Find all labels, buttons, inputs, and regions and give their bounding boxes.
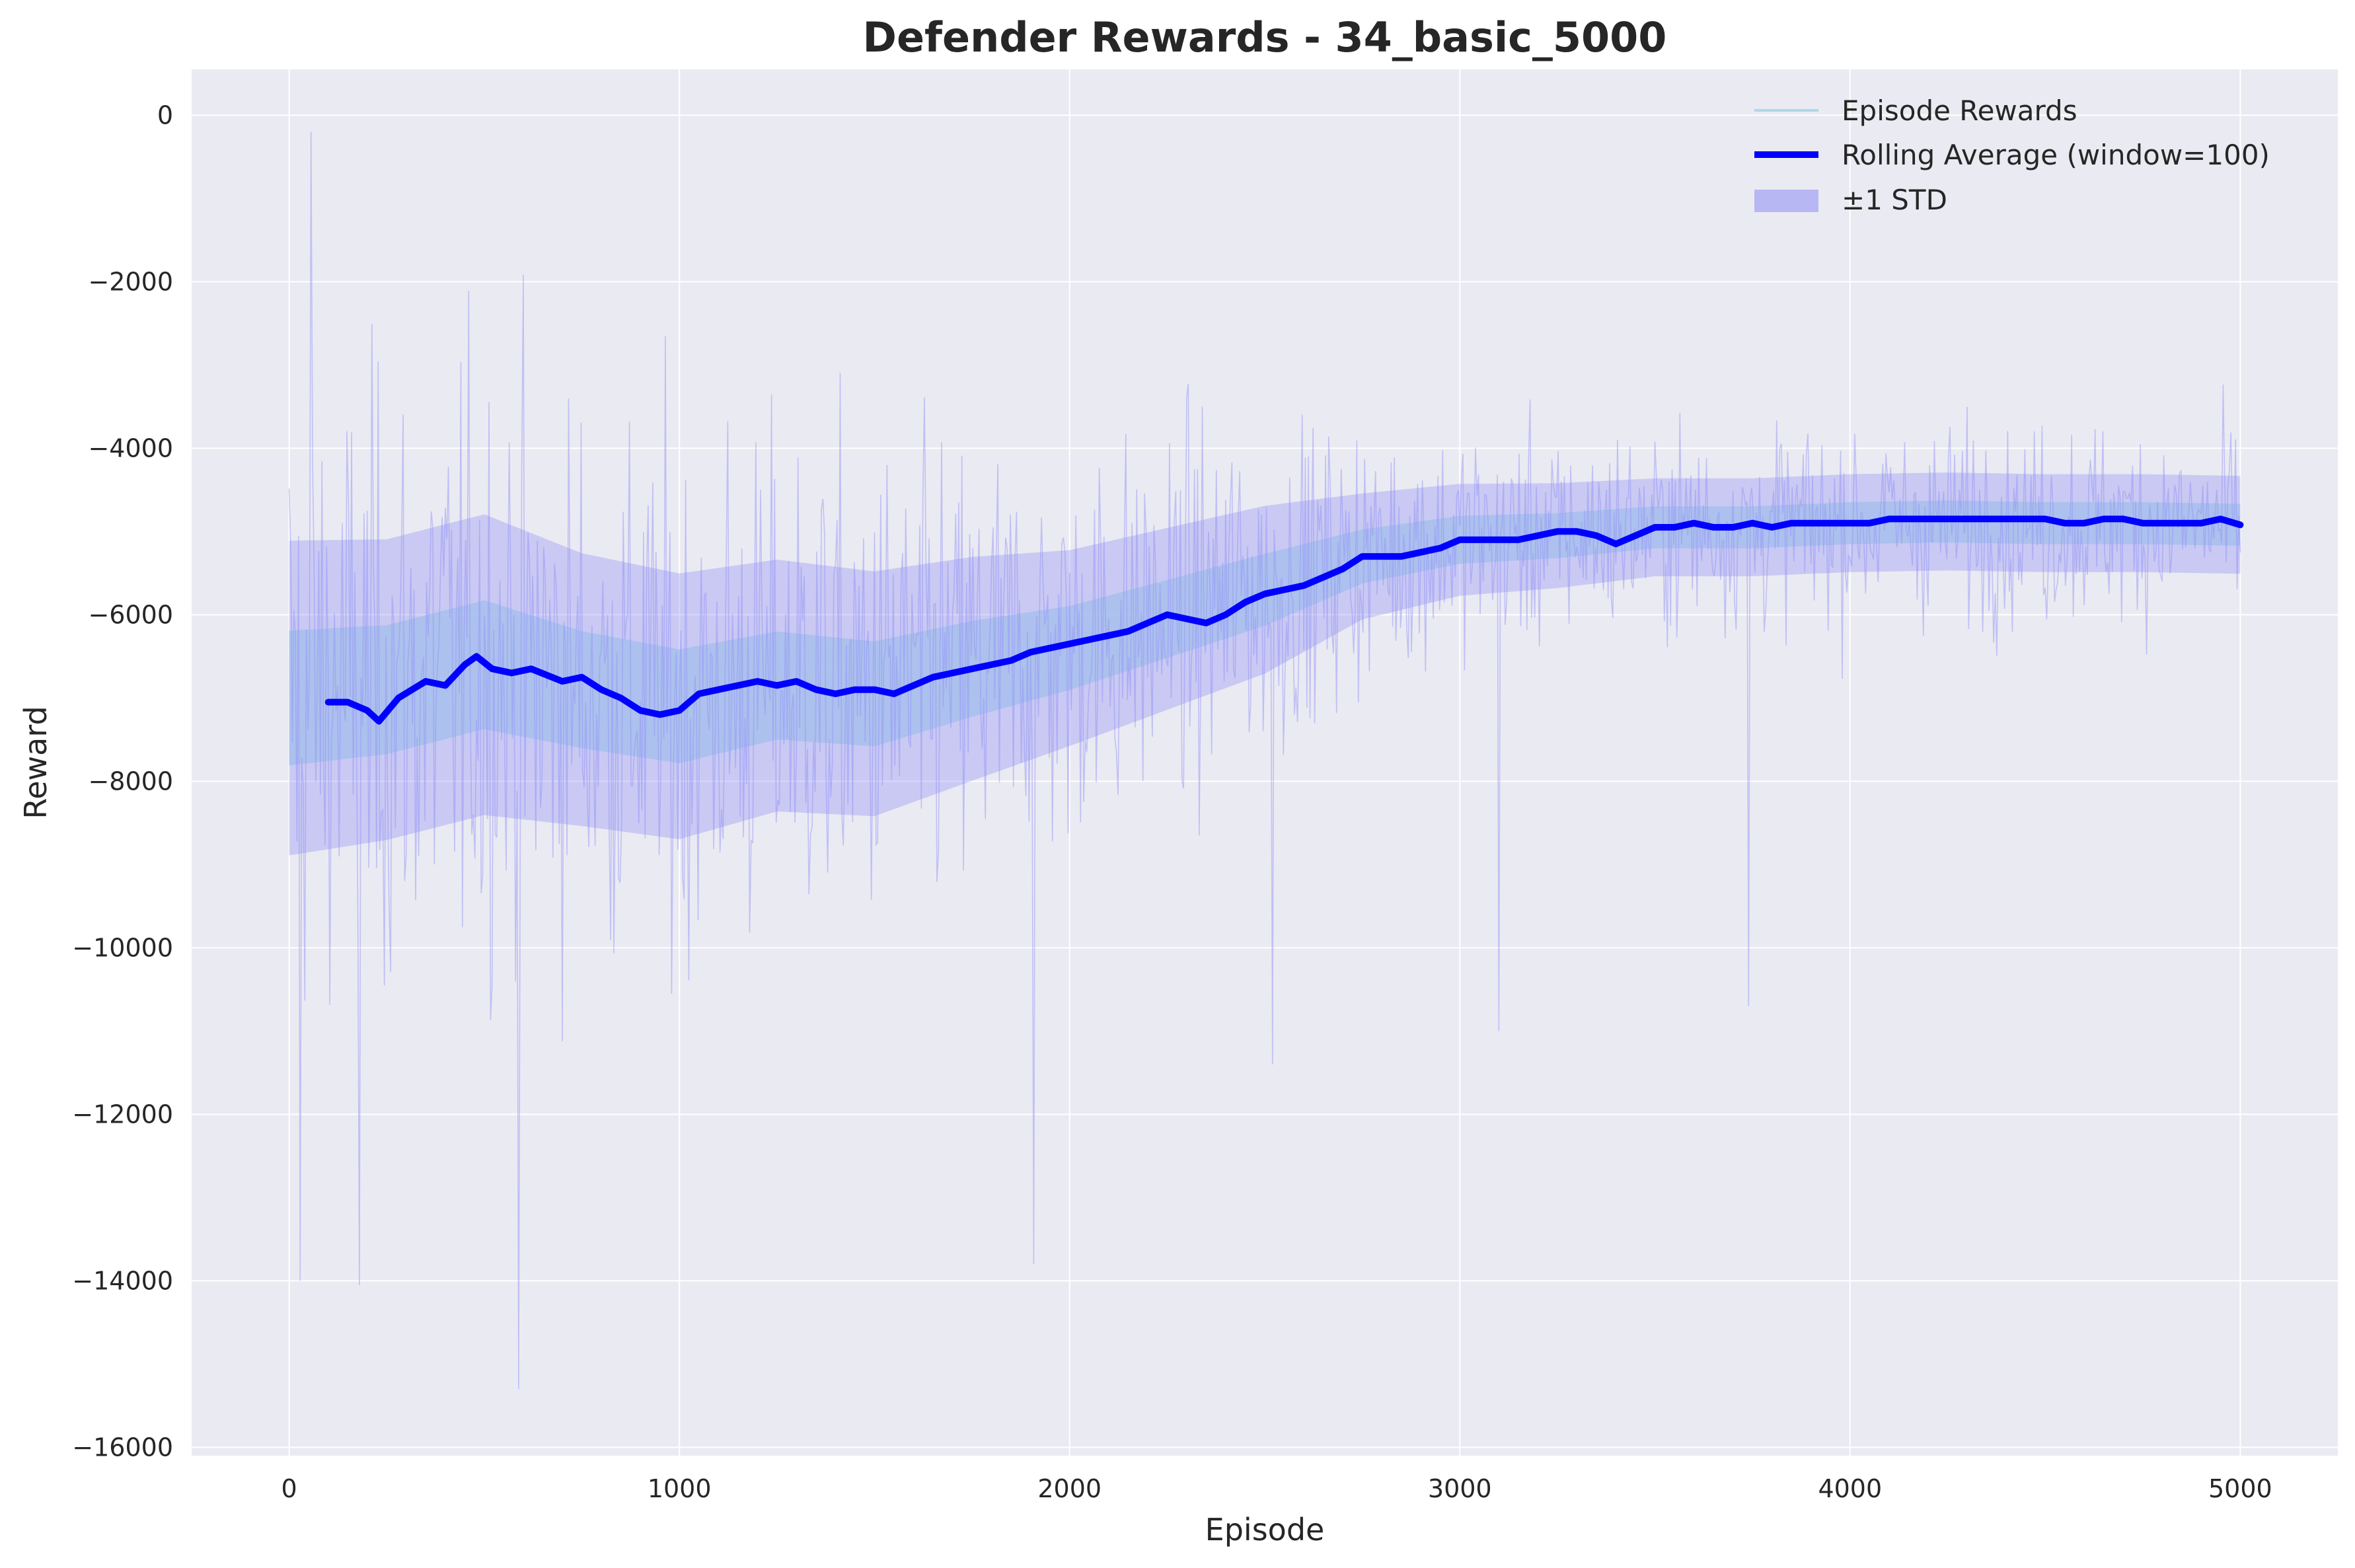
legend-swatch-std xyxy=(1754,190,1818,212)
x-tick-label: 5000 xyxy=(2208,1474,2272,1503)
x-axis-label: Episode xyxy=(1205,1512,1325,1548)
y-tick-label: −14000 xyxy=(72,1266,173,1295)
y-axis-ticks: 0 −2000 −4000 −6000 −8000 −10000 −12000 −14000 −… xyxy=(72,100,173,1462)
episode-rewards-spikes xyxy=(288,131,2241,1390)
rolling-average-series xyxy=(324,515,2244,725)
std-band xyxy=(289,472,2241,856)
legend-label-std: ±1 STD xyxy=(1842,184,1947,216)
x-axis-ticks: 0 1000 2000 3000 4000 5000 xyxy=(281,1474,2272,1503)
y-tick-label: −2000 xyxy=(88,267,173,296)
std-band-series xyxy=(288,131,2241,1390)
plot-area xyxy=(192,69,2338,1456)
y-tick-label: −10000 xyxy=(72,933,173,962)
x-tick-label: 2000 xyxy=(1037,1474,1102,1503)
y-tick-label: −8000 xyxy=(88,766,173,796)
x-tick-label: 3000 xyxy=(1428,1474,1492,1503)
legend-label-rolling-average: Rolling Average (window=100) xyxy=(1842,139,2270,171)
y-tick-label: −6000 xyxy=(88,600,173,629)
y-tick-label: −12000 xyxy=(72,1100,173,1129)
grid xyxy=(192,69,2338,1456)
y-axis-label: Reward xyxy=(18,706,54,819)
y-tick-label: −16000 xyxy=(72,1433,173,1462)
x-tick-label: 1000 xyxy=(648,1474,712,1503)
chart-title: Defender Rewards - 34_basic_5000 xyxy=(863,13,1667,61)
x-tick-label: 4000 xyxy=(1818,1474,1882,1503)
legend: Episode Rewards Rolling Average (window=… xyxy=(1754,94,2270,216)
legend-label-episode-rewards: Episode Rewards xyxy=(1842,94,2077,127)
y-tick-label: 0 xyxy=(157,100,173,130)
x-tick-label: 0 xyxy=(281,1474,297,1503)
y-tick-label: −4000 xyxy=(88,433,173,463)
episode-rewards-core xyxy=(289,500,2241,766)
rolling-average-line xyxy=(324,515,2244,725)
episode-rewards-series xyxy=(289,500,2241,766)
